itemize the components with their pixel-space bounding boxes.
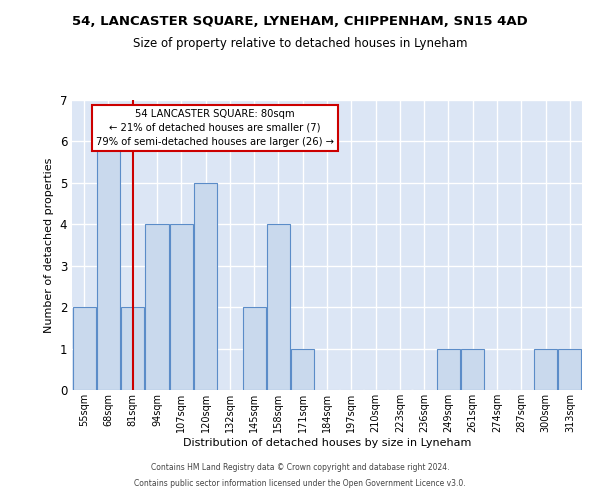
Bar [534,348,557,390]
Bar [97,142,120,390]
Bar [73,307,95,390]
Y-axis label: Number of detached properties: Number of detached properties [44,158,54,332]
Bar [437,348,460,390]
Bar [291,348,314,390]
Bar [267,224,290,390]
X-axis label: Distribution of detached houses by size in Lyneham: Distribution of detached houses by size … [183,438,471,448]
Bar [242,307,266,390]
Text: Contains HM Land Registry data © Crown copyright and database right 2024.: Contains HM Land Registry data © Crown c… [151,464,449,472]
Bar [461,348,484,390]
Bar [170,224,193,390]
Text: 54, LANCASTER SQUARE, LYNEHAM, CHIPPENHAM, SN15 4AD: 54, LANCASTER SQUARE, LYNEHAM, CHIPPENHA… [72,15,528,28]
Bar [194,183,217,390]
Text: Contains public sector information licensed under the Open Government Licence v3: Contains public sector information licen… [134,478,466,488]
Text: 54 LANCASTER SQUARE: 80sqm
← 21% of detached houses are smaller (7)
79% of semi-: 54 LANCASTER SQUARE: 80sqm ← 21% of deta… [96,108,334,146]
Text: Size of property relative to detached houses in Lyneham: Size of property relative to detached ho… [133,38,467,51]
Bar [145,224,169,390]
Bar [559,348,581,390]
Bar [121,307,144,390]
